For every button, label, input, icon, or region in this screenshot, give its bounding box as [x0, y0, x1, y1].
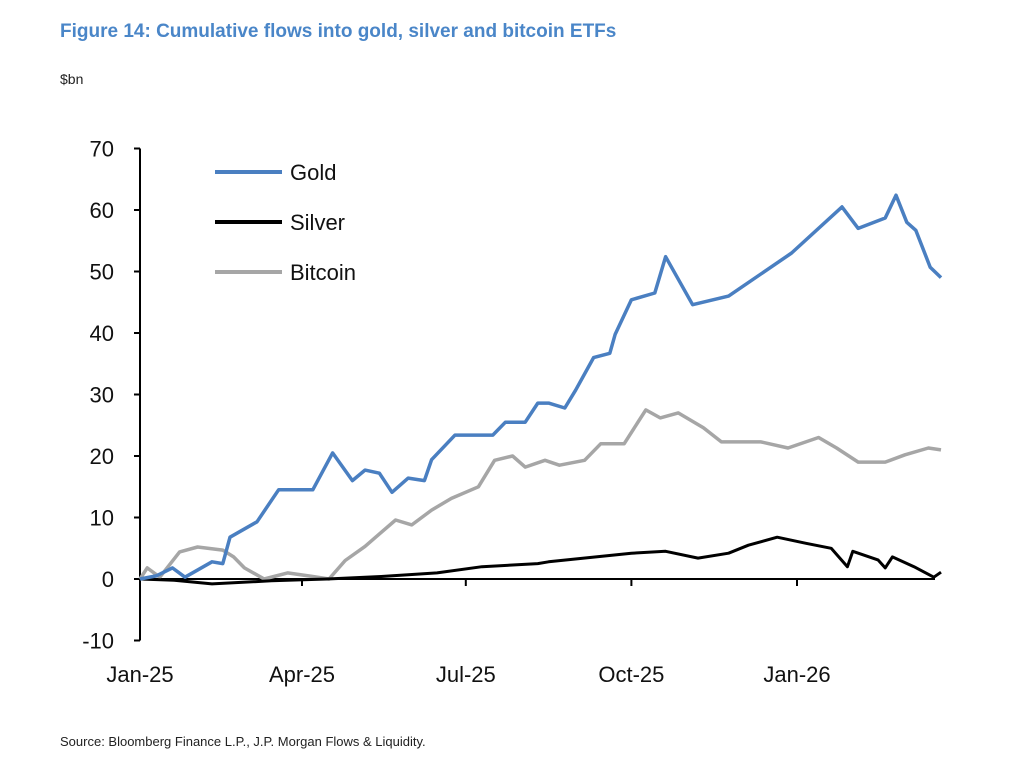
x-tick-label: Jan-26 — [763, 662, 830, 687]
y-tick-label: 0 — [102, 567, 114, 592]
x-tick-label: Oct-25 — [598, 662, 664, 687]
y-tick-label: 70 — [90, 137, 114, 162]
series-line-silver — [139, 535, 942, 586]
chart-title: Figure 14: Cumulative flows into gold, s… — [60, 21, 617, 42]
x-tick-label: Jan-25 — [106, 662, 173, 687]
y-tick-label: 50 — [90, 260, 114, 285]
series-line-bitcoin — [138, 408, 942, 581]
y-tick-label: 20 — [90, 444, 114, 469]
y-tick-label: 40 — [90, 321, 114, 346]
legend-label-silver: Silver — [290, 210, 345, 235]
legend-label-bitcoin: Bitcoin — [290, 260, 356, 285]
y-tick-label: 60 — [90, 198, 114, 223]
x-tick-label: Apr-25 — [269, 662, 335, 687]
x-tick-label: Jul-25 — [436, 662, 496, 687]
y-axis-unit-label: $bn — [60, 71, 84, 87]
y-tick-label: 10 — [90, 506, 114, 531]
series-line-gold — [139, 193, 943, 581]
y-tick-label: 30 — [90, 383, 114, 408]
legend-label-gold: Gold — [290, 160, 336, 185]
source-note: Source: Bloomberg Finance L.P., J.P. Mor… — [60, 734, 426, 749]
y-tick-label: -10 — [82, 629, 114, 654]
